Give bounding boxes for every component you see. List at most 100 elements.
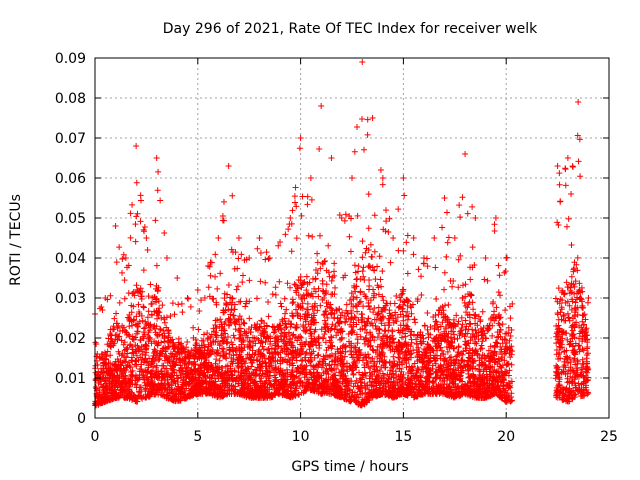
data-point bbox=[306, 326, 313, 333]
data-point bbox=[157, 347, 164, 354]
data-point bbox=[355, 317, 362, 324]
data-point bbox=[230, 312, 237, 319]
data-point bbox=[125, 377, 132, 384]
data-point bbox=[217, 316, 224, 323]
data-point bbox=[405, 347, 412, 354]
data-point bbox=[584, 369, 591, 376]
data-point bbox=[404, 308, 411, 315]
data-point bbox=[564, 398, 571, 405]
data-point bbox=[328, 325, 335, 332]
data-point bbox=[133, 179, 140, 186]
data-point bbox=[360, 264, 367, 271]
data-point bbox=[317, 265, 324, 272]
data-point bbox=[342, 344, 349, 351]
data-point bbox=[566, 302, 573, 309]
data-point bbox=[314, 307, 321, 314]
data-point bbox=[237, 298, 244, 305]
data-point bbox=[282, 231, 289, 238]
data-point bbox=[125, 359, 132, 366]
data-point bbox=[359, 254, 366, 261]
data-point bbox=[506, 303, 513, 310]
data-point bbox=[248, 359, 255, 366]
data-point bbox=[315, 293, 322, 300]
data-point bbox=[365, 286, 372, 293]
data-point bbox=[353, 294, 360, 301]
data-point bbox=[210, 338, 217, 345]
data-point bbox=[296, 145, 303, 152]
data-point bbox=[111, 315, 118, 322]
data-point bbox=[172, 362, 179, 369]
data-point bbox=[565, 215, 572, 222]
data-point bbox=[248, 324, 255, 331]
data-point bbox=[487, 316, 494, 323]
data-point bbox=[359, 325, 366, 332]
data-point bbox=[502, 350, 509, 357]
data-point bbox=[118, 337, 125, 344]
data-point bbox=[472, 312, 479, 319]
data-point bbox=[294, 364, 301, 371]
data-point bbox=[323, 267, 330, 274]
data-point bbox=[351, 148, 358, 155]
data-point bbox=[133, 347, 140, 354]
data-point bbox=[379, 313, 386, 320]
data-point bbox=[507, 315, 514, 322]
data-point bbox=[339, 309, 346, 316]
data-point bbox=[367, 306, 374, 313]
data-point bbox=[564, 336, 571, 343]
data-point bbox=[357, 379, 364, 386]
data-point bbox=[201, 295, 208, 302]
data-point bbox=[556, 349, 563, 356]
data-point bbox=[469, 244, 476, 251]
data-point bbox=[181, 394, 188, 401]
data-point bbox=[564, 370, 571, 377]
data-point bbox=[158, 367, 165, 374]
data-point bbox=[445, 234, 452, 241]
data-point bbox=[120, 341, 127, 348]
data-point bbox=[246, 277, 253, 284]
data-point bbox=[101, 391, 108, 398]
data-point bbox=[439, 303, 446, 310]
data-point bbox=[292, 392, 299, 399]
data-point bbox=[559, 390, 566, 397]
data-point bbox=[458, 314, 465, 321]
data-point bbox=[163, 314, 170, 321]
data-point bbox=[407, 343, 414, 350]
data-point bbox=[572, 373, 579, 380]
data-point bbox=[178, 300, 185, 307]
data-point bbox=[159, 351, 166, 358]
data-point bbox=[379, 293, 386, 300]
data-point bbox=[351, 313, 358, 320]
data-point bbox=[367, 343, 374, 350]
data-point bbox=[459, 194, 466, 201]
data-point bbox=[395, 247, 402, 254]
data-point bbox=[329, 373, 336, 380]
data-point bbox=[424, 374, 431, 381]
data-point bbox=[303, 349, 310, 356]
data-point bbox=[433, 352, 440, 359]
data-point bbox=[475, 336, 482, 343]
data-point bbox=[361, 277, 368, 284]
data-point bbox=[378, 283, 385, 290]
data-point bbox=[255, 383, 262, 390]
data-point bbox=[317, 302, 324, 309]
data-point bbox=[243, 256, 250, 263]
data-point bbox=[215, 375, 222, 382]
data-point bbox=[561, 291, 568, 298]
data-point bbox=[398, 344, 405, 351]
data-point bbox=[136, 346, 143, 353]
data-point bbox=[282, 310, 289, 317]
data-point bbox=[145, 333, 152, 340]
data-point bbox=[427, 349, 434, 356]
data-point bbox=[317, 232, 324, 239]
data-point bbox=[387, 382, 394, 389]
data-point bbox=[284, 387, 291, 394]
data-point bbox=[320, 358, 327, 365]
data-point bbox=[217, 270, 224, 277]
data-point bbox=[146, 355, 153, 362]
data-point bbox=[230, 332, 237, 339]
data-point bbox=[277, 360, 284, 367]
data-point bbox=[290, 331, 297, 338]
data-point bbox=[289, 310, 296, 317]
data-point bbox=[392, 317, 399, 324]
